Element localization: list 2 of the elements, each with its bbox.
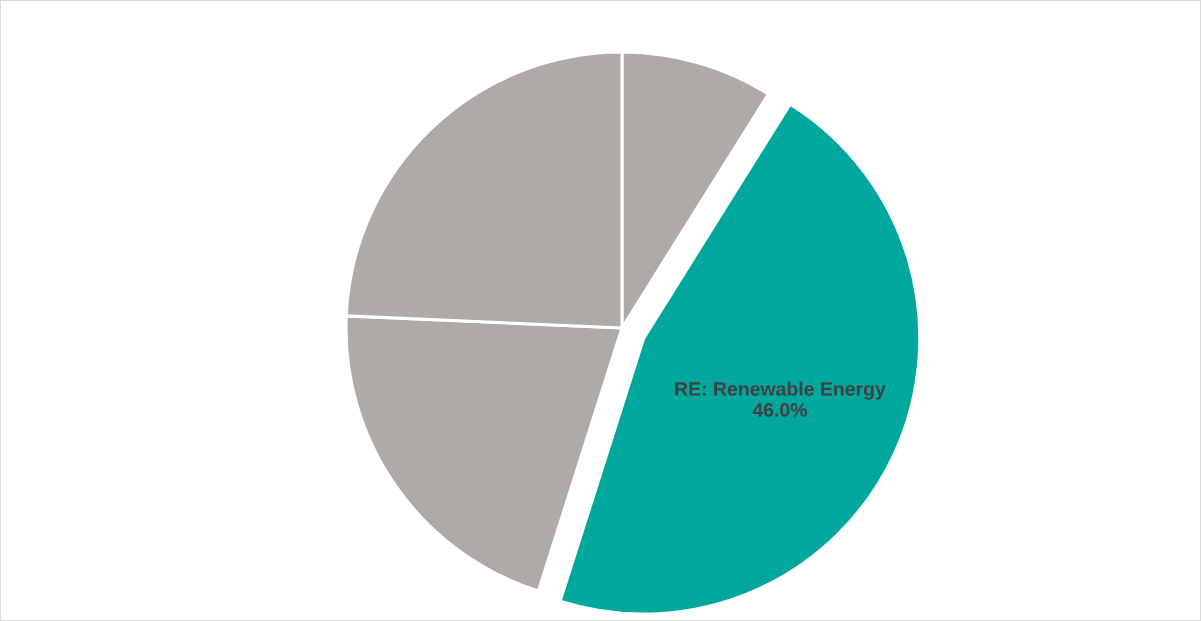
- data-label: 46.0%: [752, 403, 807, 417]
- slice-label: RE: Renewable Energy: [675, 381, 886, 400]
